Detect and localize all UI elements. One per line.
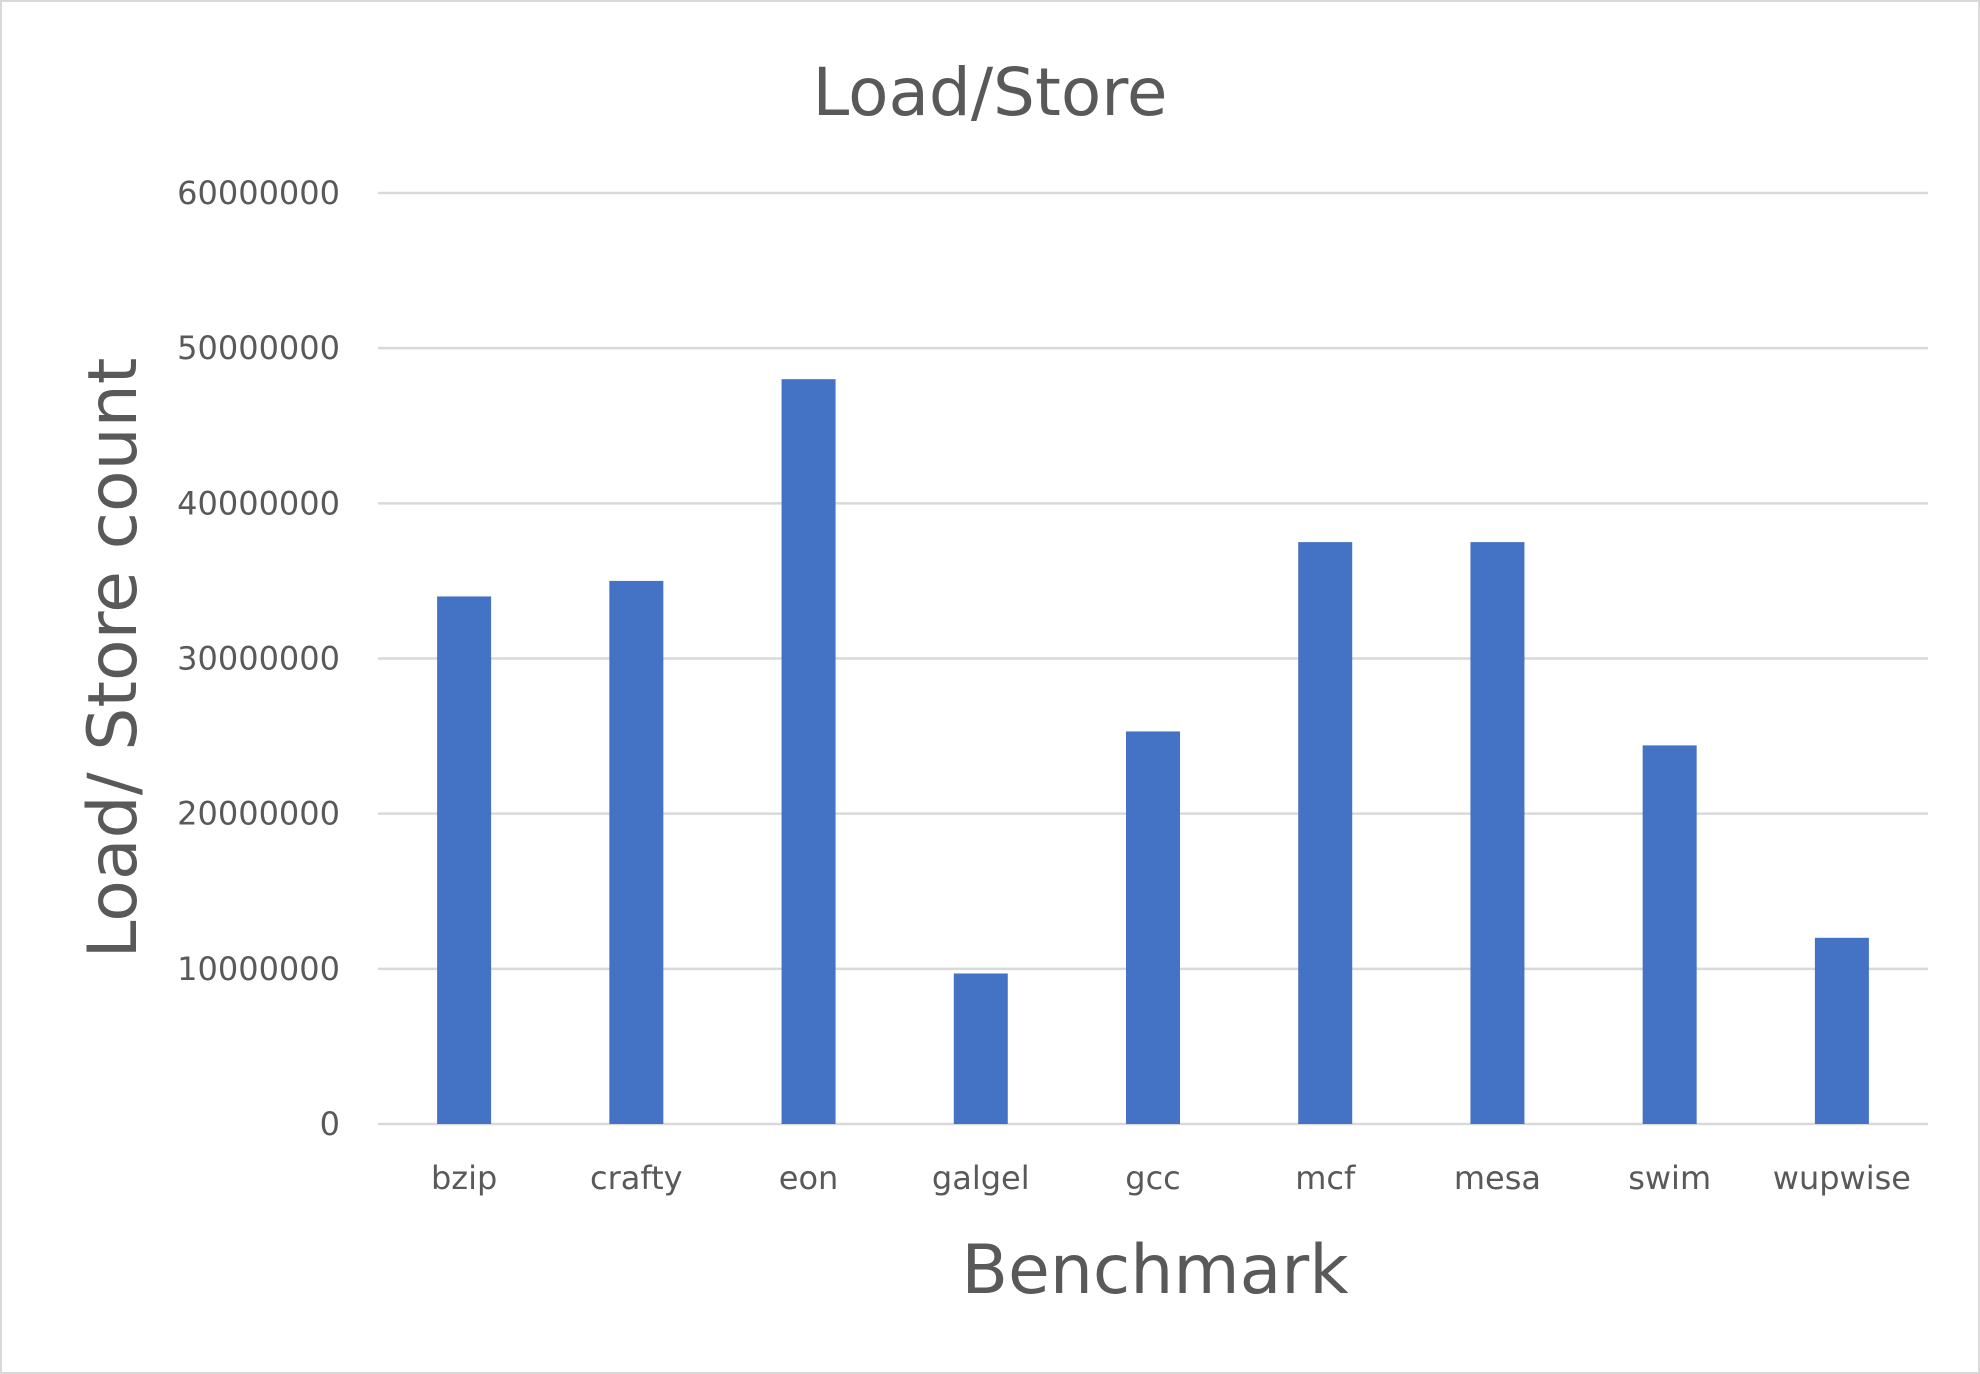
- y-axis-title: Load/ Store count: [74, 358, 153, 959]
- bar-eon: [781, 379, 836, 1124]
- bar-swim: [1642, 745, 1697, 1124]
- x-tick-label-wupwise: wupwise: [1773, 1159, 1911, 1197]
- x-tick-label-bzip: bzip: [431, 1159, 497, 1197]
- x-tick-label-galgel: galgel: [932, 1159, 1030, 1197]
- y-tick-label: 20000000: [177, 795, 340, 833]
- bar-gcc: [1126, 731, 1180, 1124]
- x-tick-label-mesa: mesa: [1454, 1159, 1541, 1197]
- bar-crafty: [609, 580, 664, 1124]
- y-tick-label: 50000000: [177, 329, 340, 367]
- bar-galgel: [953, 973, 1008, 1124]
- y-axis-tick-labels: 0 10000000 20000000 30000000 40000000 5000000…: [177, 174, 340, 1143]
- bar-mcf: [1298, 542, 1353, 1124]
- y-tick-label: 60000000: [177, 174, 340, 212]
- bar-bzip: [437, 596, 492, 1124]
- y-tick-label: 40000000: [177, 484, 340, 522]
- y-tick-label: 0: [320, 1105, 340, 1143]
- x-tick-label-mcf: mcf: [1295, 1159, 1356, 1197]
- bars: [437, 379, 1869, 1124]
- x-tick-label-crafty: crafty: [590, 1159, 683, 1197]
- chart-title: Load/Store: [812, 54, 1167, 131]
- x-tick-label-gcc: gcc: [1125, 1159, 1181, 1197]
- x-tick-label-swim: swim: [1628, 1159, 1711, 1197]
- y-tick-label: 30000000: [177, 640, 340, 678]
- x-tick-label-eon: eon: [779, 1159, 839, 1197]
- x-axis-title: Benchmark: [961, 1231, 1349, 1310]
- y-tick-label: 10000000: [177, 950, 340, 988]
- bar-wupwise: [1814, 937, 1869, 1124]
- bar-mesa: [1470, 542, 1525, 1124]
- x-axis-tick-labels: bzip crafty eon galgel gcc mcf mesa swim wupwise: [431, 1159, 1911, 1197]
